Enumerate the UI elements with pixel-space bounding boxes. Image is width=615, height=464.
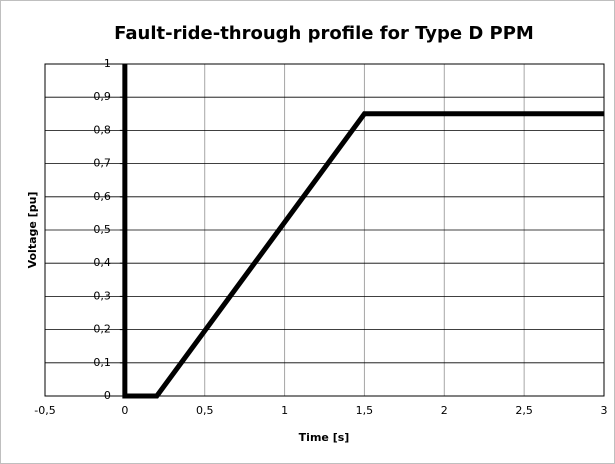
x-tick-label: 1,5 <box>356 404 374 417</box>
x-tick-label: -0,5 <box>34 404 55 417</box>
y-tick-label: 0,5 <box>93 223 111 236</box>
x-tick-label: 2 <box>441 404 448 417</box>
plot-border <box>44 63 605 397</box>
x-tick-label: 2,5 <box>515 404 533 417</box>
chart-title: Fault-ride-through profile for Type D PP… <box>114 23 534 44</box>
y-tick-label: 0,6 <box>93 190 111 203</box>
y-tick-label: 0,7 <box>93 157 111 170</box>
x-tick-label: 0 <box>121 404 128 417</box>
y-axis-title: Voltage [pu] <box>26 192 39 269</box>
y-tick-label: 0,1 <box>93 356 111 369</box>
x-tick-label: 3 <box>601 404 608 417</box>
data-line <box>122 64 604 399</box>
y-tick-label: 0,9 <box>93 90 111 103</box>
x-tick-label: 1 <box>281 404 288 417</box>
y-tick-label: 0,2 <box>93 323 111 336</box>
x-axis-title: Time [s] <box>299 431 350 444</box>
y-tick-label: 0,3 <box>93 289 111 302</box>
x-tick-label: 0,5 <box>196 404 214 417</box>
y-tick-label: 0,8 <box>93 123 111 136</box>
y-tick-label: 0,4 <box>93 256 111 269</box>
